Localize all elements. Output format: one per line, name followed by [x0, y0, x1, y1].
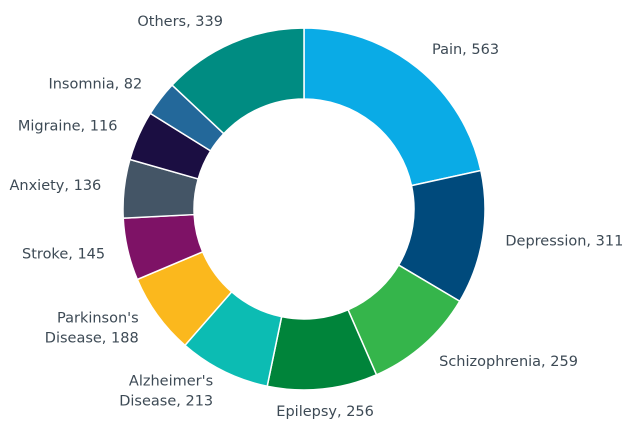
data-label: Epilepsy, 256 — [276, 404, 374, 420]
data-label: Pain, 563 — [432, 42, 499, 58]
data-label: Insomnia, 82 — [48, 77, 142, 93]
data-label: Stroke, 145 — [22, 247, 105, 263]
data-label: Anxiety, 136 — [9, 178, 101, 194]
donut-slice — [171, 27, 305, 135]
data-label: Disease, 188 — [45, 331, 139, 347]
data-label: Migraine, 116 — [18, 118, 118, 134]
data-label: Others, 339 — [137, 14, 223, 30]
data-label: Disease, 213 — [119, 394, 213, 410]
data-label: Parkinson's — [57, 311, 139, 327]
data-label: Depression, 311 — [505, 234, 623, 250]
data-label: Alzheimer's — [129, 374, 213, 390]
data-label: Schizophrenia, 259 — [439, 354, 578, 370]
